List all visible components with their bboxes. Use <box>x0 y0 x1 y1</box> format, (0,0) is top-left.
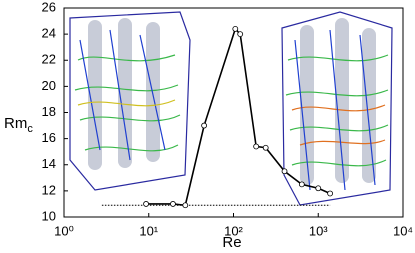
point <box>262 144 269 151</box>
point <box>143 201 149 207</box>
point <box>170 201 176 207</box>
point <box>232 25 239 32</box>
x-tick-label: 10³ <box>309 223 328 238</box>
point <box>298 181 305 188</box>
y-tick-label: 16 <box>42 130 56 145</box>
point <box>201 122 208 129</box>
y-axis-label-sub: c <box>27 123 33 135</box>
y-axis-label-main: Rm <box>4 115 27 132</box>
inset-lines <box>74 54 181 152</box>
point <box>253 143 260 150</box>
y-tick-label: 24 <box>42 26 56 41</box>
y-tick-label: 14 <box>42 156 56 171</box>
x-axis-label: Re <box>222 234 241 251</box>
y-tick-label: 18 <box>42 104 56 119</box>
x-tick-label: 10² <box>224 223 243 238</box>
point <box>315 185 322 192</box>
plot-frame <box>63 7 404 218</box>
inset-lines <box>77 99 176 107</box>
inset-column <box>362 28 376 183</box>
x-tick-label: 10⁴ <box>393 223 413 238</box>
x-tick-label: 10¹ <box>139 223 158 238</box>
y-tick-label: 12 <box>42 182 56 197</box>
inset-lines <box>291 104 386 146</box>
point <box>281 168 288 175</box>
inset-left <box>69 11 191 191</box>
point <box>182 202 189 209</box>
inset-column <box>300 25 314 185</box>
y-tick-label: 26 <box>42 0 56 14</box>
y-tick-label: 20 <box>42 78 56 93</box>
inset-lines <box>79 29 166 161</box>
inset-lines <box>294 29 376 191</box>
inset-right <box>281 11 393 206</box>
point <box>327 190 334 197</box>
y-tick-label: 22 <box>42 52 56 67</box>
inset-box <box>69 11 191 191</box>
inset-box <box>281 11 393 206</box>
x-tick-label: 10⁰ <box>54 223 74 238</box>
point <box>237 31 244 38</box>
y-tick-label: 10 <box>42 208 56 223</box>
inset-column <box>118 18 132 168</box>
y-axis-label: Rmc <box>4 115 33 135</box>
